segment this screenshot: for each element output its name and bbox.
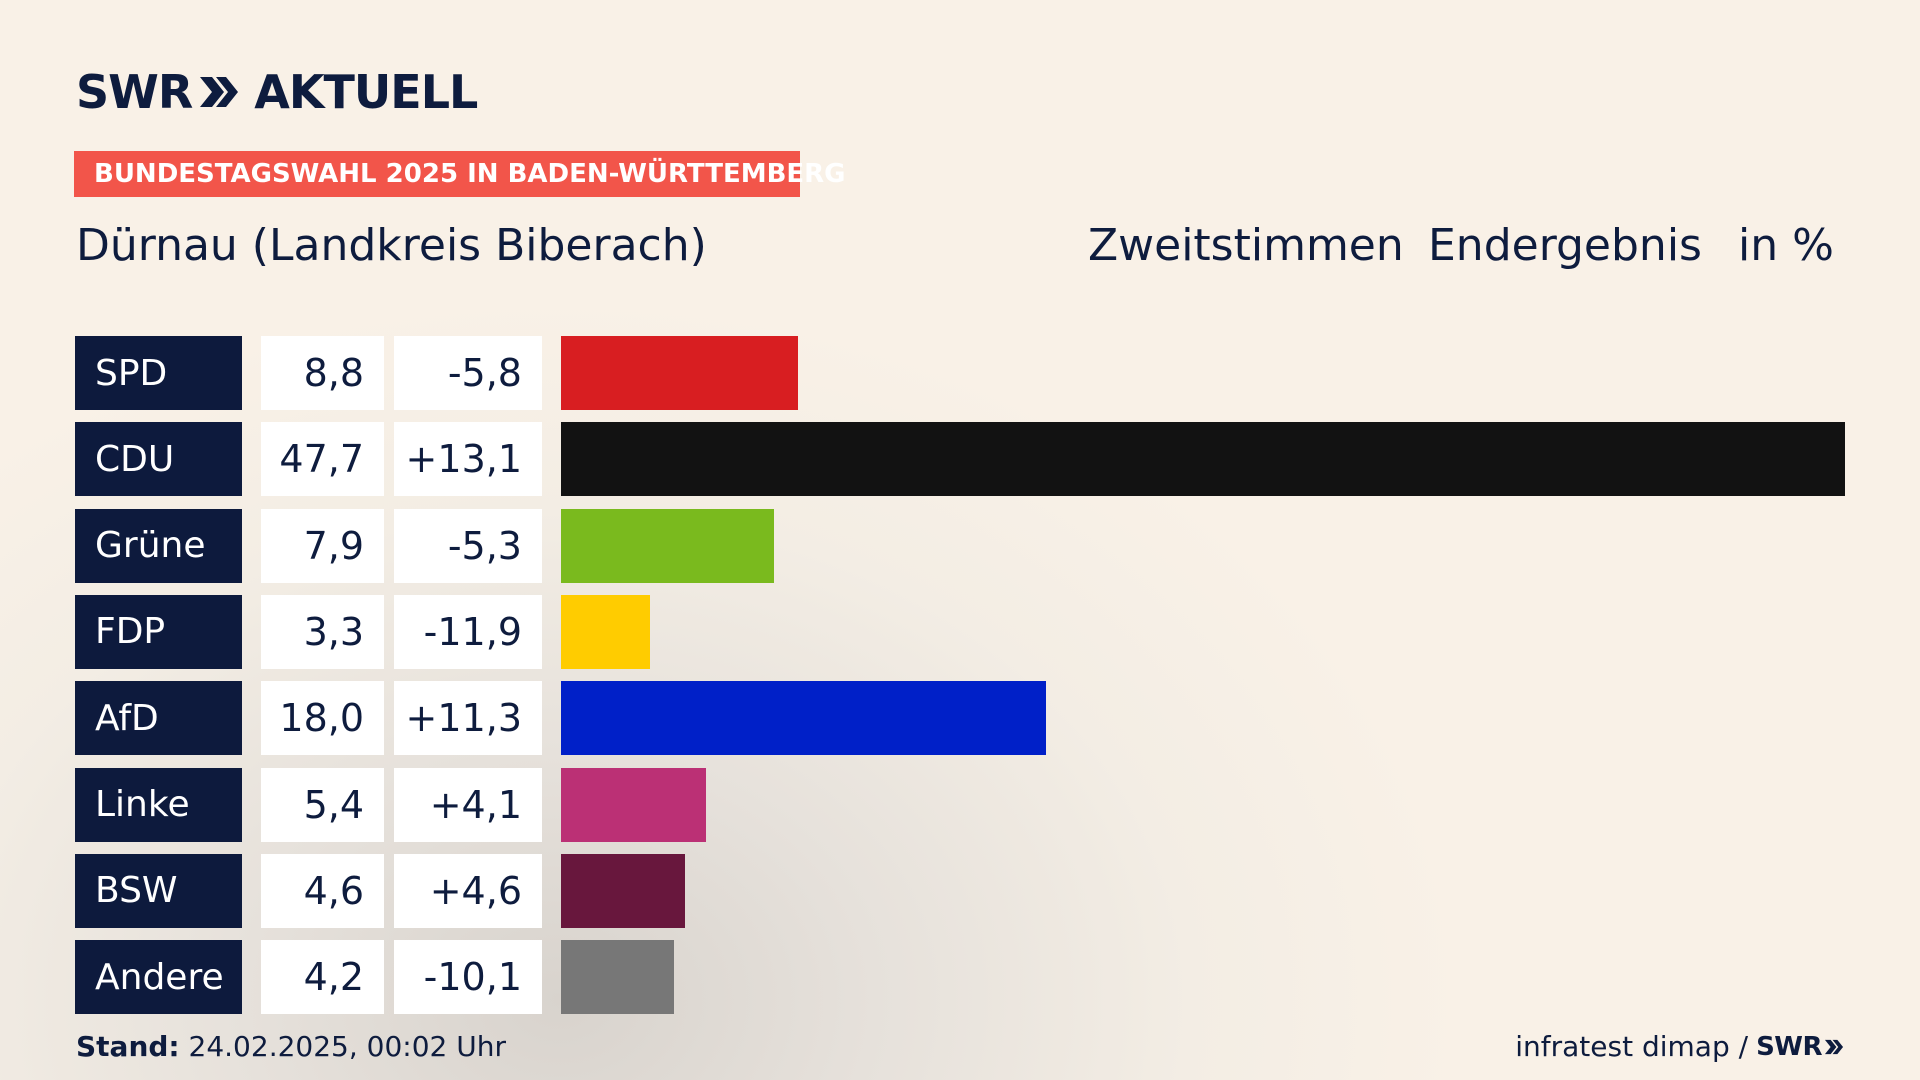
vote-share-value: 7,9: [261, 508, 384, 583]
source-logo: SWR: [1756, 1031, 1822, 1062]
result-row: BSW 4,6 +4,6: [0, 853, 1920, 928]
party-label: Grüne: [75, 508, 242, 583]
vote-share-bar: [561, 853, 685, 928]
vote-change-value: +4,1: [394, 767, 542, 842]
source-credit: infratest dimap / SWR: [1515, 1030, 1844, 1063]
vote-share-value: 5,4: [261, 767, 384, 842]
vote-share-bar: [561, 594, 650, 669]
vote-change-value: -11,9: [394, 594, 542, 669]
logo-text-aktuell: AKTUELL: [254, 65, 478, 119]
swr-aktuell-logo: SWR AKTUELL: [76, 65, 478, 119]
timestamp-label: Stand:: [76, 1030, 180, 1063]
vote-share-bar: [561, 422, 1845, 497]
vote-change-value: -5,3: [394, 508, 542, 583]
result-row: Grüne 7,9 -5,3: [0, 508, 1920, 583]
timestamp-value: 24.02.2025, 00:02 Uhr: [188, 1030, 506, 1063]
vote-share-bar: [561, 508, 774, 583]
vote-share-bar: [561, 681, 1046, 756]
election-banner-text: BUNDESTAGSWAHL 2025 IN BADEN-WÜRTTEMBERG: [94, 159, 846, 189]
vote-share-bar: [561, 336, 798, 410]
vote-share-bar: [561, 767, 706, 842]
timestamp: Stand: 24.02.2025, 00:02 Uhr: [76, 1030, 506, 1063]
vote-share-value: 4,2: [261, 940, 384, 1015]
vote-share-value: 47,7: [261, 422, 384, 497]
source-text: infratest dimap /: [1515, 1030, 1749, 1063]
vote-share-value: 4,6: [261, 853, 384, 928]
party-label: Linke: [75, 767, 242, 842]
result-row: FDP 3,3 -11,9: [0, 594, 1920, 669]
vote-share-bar: [561, 940, 674, 1015]
election-banner: BUNDESTAGSWAHL 2025 IN BADEN-WÜRTTEMBERG: [74, 151, 846, 197]
result-row: Andere 4,2 -10,1: [0, 940, 1920, 1015]
vote-type-label: Zweitstimmen: [1088, 220, 1404, 271]
vote-share-value: 8,8: [261, 336, 384, 410]
region-title: Dürnau (Landkreis Biberach): [76, 220, 707, 271]
party-label: SPD: [75, 336, 242, 410]
logo-text-swr: SWR: [76, 65, 193, 119]
result-row: CDU 47,7 +13,1: [0, 422, 1920, 497]
result-status-label: Endergebnis: [1428, 220, 1702, 271]
party-label: Andere: [75, 940, 242, 1015]
party-label: CDU: [75, 422, 242, 497]
vote-share-value: 18,0: [261, 681, 384, 756]
result-row: AfD 18,0 +11,3: [0, 681, 1920, 756]
vote-share-value: 3,3: [261, 594, 384, 669]
party-label: AfD: [75, 681, 242, 756]
double-chevron-right-icon: [1824, 1039, 1844, 1054]
vote-change-value: -10,1: [394, 940, 542, 1015]
result-row: SPD 8,8 -5,8: [0, 336, 1920, 410]
double-chevron-right-icon: [200, 77, 239, 107]
unit-label: in %: [1738, 220, 1834, 271]
vote-change-value: +11,3: [394, 681, 542, 756]
party-label: BSW: [75, 853, 242, 928]
vote-change-value: +4,6: [394, 853, 542, 928]
result-row: Linke 5,4 +4,1: [0, 767, 1920, 842]
vote-change-value: +13,1: [394, 422, 542, 497]
party-label: FDP: [75, 594, 242, 669]
vote-change-value: -5,8: [394, 336, 542, 410]
